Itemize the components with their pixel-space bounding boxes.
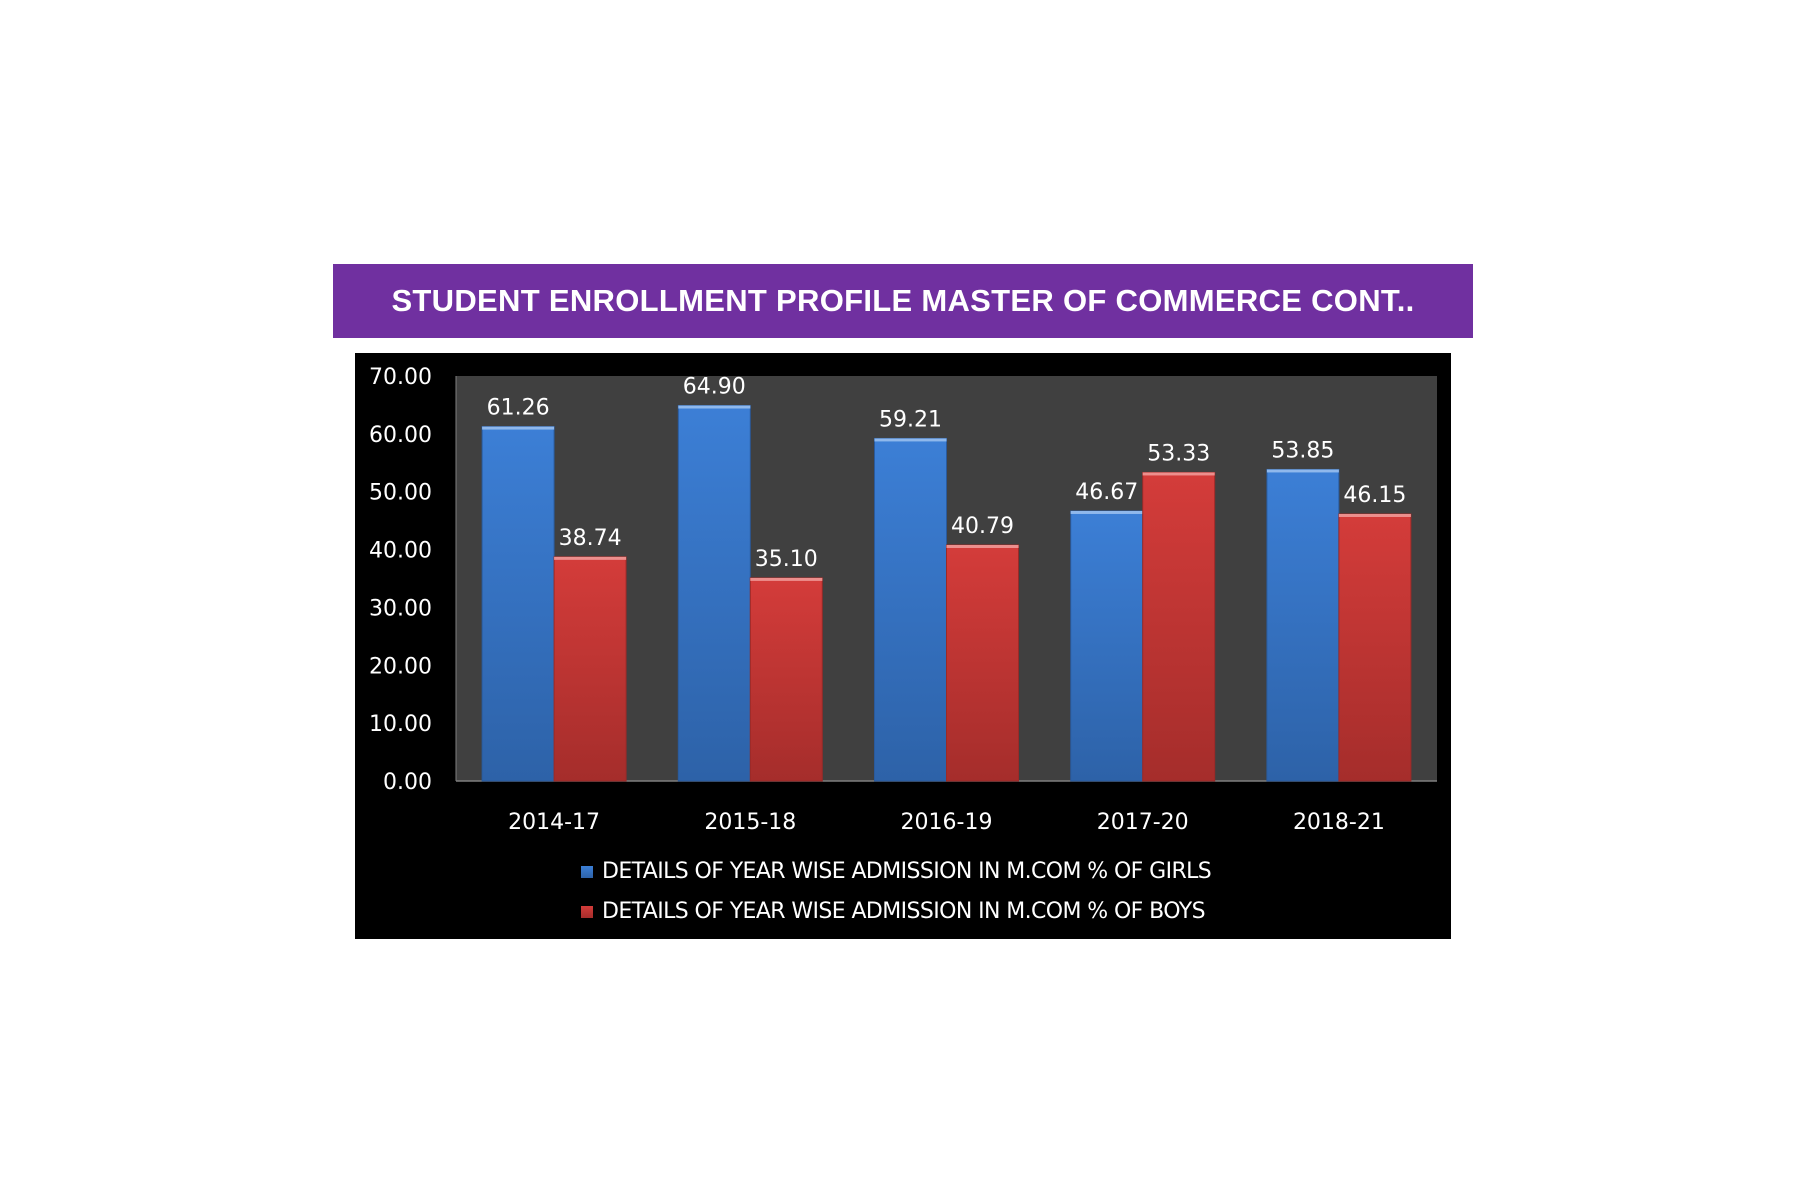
bar-boys (1142, 471, 1216, 782)
data-label: 35.10 (755, 547, 818, 572)
legend-label-boys: DETAILS OF YEAR WISE ADMISSION IN M.COM … (602, 899, 1206, 924)
data-label: 53.33 (1147, 441, 1210, 466)
y-tick-label: 70.00 (369, 365, 432, 390)
y-tick-label: 20.00 (369, 654, 432, 679)
bar-boys-highlight (946, 545, 1019, 549)
bar-girls (1070, 510, 1144, 782)
data-label: 61.26 (487, 396, 550, 421)
bar-girls-highlight (1266, 469, 1339, 473)
y-tick-label: 0.00 (383, 770, 432, 795)
legend-item-girls: DETAILS OF YEAR WISE ADMISSION IN M.COM … (581, 859, 1212, 884)
legend-swatch-boys (581, 905, 593, 918)
y-tick-label: 40.00 (369, 539, 432, 564)
bar-girls-highlight (678, 405, 751, 409)
page-title: STUDENT ENROLLMENT PROFILE MASTER OF COM… (391, 283, 1415, 318)
bar-girls (1266, 468, 1340, 782)
data-label: 46.15 (1343, 483, 1406, 508)
data-label: 40.79 (951, 514, 1014, 539)
data-label: 46.67 (1075, 480, 1138, 505)
y-tick-label: 10.00 (369, 712, 432, 737)
bar-boys (749, 577, 823, 782)
data-label: 53.85 (1271, 438, 1334, 463)
bar-girls-highlight (1070, 510, 1143, 514)
data-label: 38.74 (559, 526, 622, 551)
data-label: 64.90 (683, 375, 746, 400)
x-tick-label: 2016-19 (901, 810, 993, 835)
bar-boys (946, 544, 1019, 782)
chart-container: 0.00 10.00 20.00 30.00 40.00 50.00 60.00 70.00 6… (355, 353, 1451, 939)
y-tick-label: 50.00 (369, 481, 432, 506)
bar-girls (874, 437, 947, 782)
bar-boys (553, 556, 627, 782)
bar-boys-highlight (1142, 472, 1215, 476)
bar-boys-highlight (1338, 513, 1411, 517)
x-tick-label: 2014-17 (508, 810, 600, 835)
bar-boys-highlight (554, 556, 627, 560)
bar-boys-highlight (750, 577, 823, 581)
data-label: 59.21 (879, 407, 942, 432)
bar-girls (481, 426, 555, 782)
x-tick-label: 2015-18 (704, 810, 796, 835)
bar-chart: 0.00 10.00 20.00 30.00 40.00 50.00 60.00 70.00 6… (369, 365, 1437, 835)
bar-girls-highlight (482, 426, 555, 430)
title-banner: STUDENT ENROLLMENT PROFILE MASTER OF COM… (333, 264, 1473, 338)
x-tick-label: 2017-20 (1097, 810, 1189, 835)
legend-item-boys: DETAILS OF YEAR WISE ADMISSION IN M.COM … (581, 899, 1206, 924)
bar-girls-highlight (874, 438, 947, 442)
x-tick-label: 2018-21 (1293, 810, 1385, 835)
bar-girls (677, 405, 751, 782)
legend-swatch-girls (581, 865, 593, 878)
y-tick-label: 60.00 (369, 423, 432, 448)
legend-label-girls: DETAILS OF YEAR WISE ADMISSION IN M.COM … (602, 859, 1212, 884)
y-tick-label: 30.00 (369, 596, 432, 621)
bar-boys (1338, 513, 1412, 782)
